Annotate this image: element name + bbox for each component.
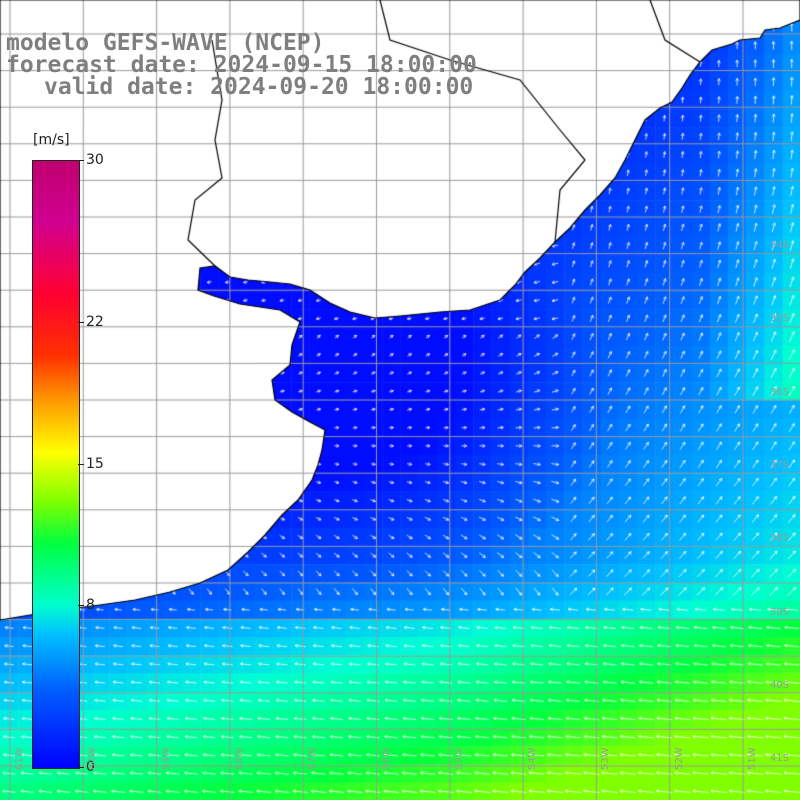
latitude-label: 36S (770, 386, 790, 398)
longitude-label: 52W (673, 747, 685, 770)
latitude-label: 40S (770, 679, 790, 691)
colorbar-tick-mark (78, 605, 84, 607)
longitude-label: 60W (87, 747, 99, 770)
colorbar-unit: [m/s] (33, 132, 70, 148)
longitude-label: 53W (600, 747, 612, 770)
colorbar-tick-label: 30 (86, 152, 104, 168)
colorbar-tick-label: 8 (86, 597, 95, 614)
longitude-label: 54W (527, 747, 539, 770)
latitude-label: 41S (770, 753, 790, 765)
model-title: modelo GEFS-WAVE (NCEP) (6, 30, 325, 56)
colorbar-tick-mark (78, 463, 84, 465)
colorbar-tick-label: 22 (86, 313, 104, 330)
longitude-label: 51W (747, 747, 758, 770)
longitude-label: 61W (14, 747, 25, 770)
colorbar (32, 160, 80, 769)
longitude-label: 57W (307, 747, 319, 770)
colorbar-tick-label: 0 (86, 759, 95, 775)
latitude-label: 35S (770, 313, 790, 325)
colorbar-tick-label: 15 (86, 455, 104, 472)
latitude-label: 39S (770, 606, 790, 618)
longitude-label: 56W (380, 747, 392, 770)
valid-date: valid date: 2024-09-20 18:00:00 (44, 74, 474, 100)
longitude-label: 59W (160, 747, 172, 770)
latitude-label: 37S (770, 459, 790, 471)
forecast-date: forecast date: 2024-09-15 18:00:00 (6, 52, 477, 78)
latitude-label: 38S (770, 533, 790, 545)
colorbar-tick-mark (78, 321, 84, 323)
latitude-label: 34S (770, 240, 790, 251)
colorbar-tick-mark (78, 160, 84, 161)
longitude-label: 58W (233, 747, 245, 770)
colorbar-tick-mark (78, 767, 84, 768)
longitude-label: 55W (453, 747, 465, 770)
